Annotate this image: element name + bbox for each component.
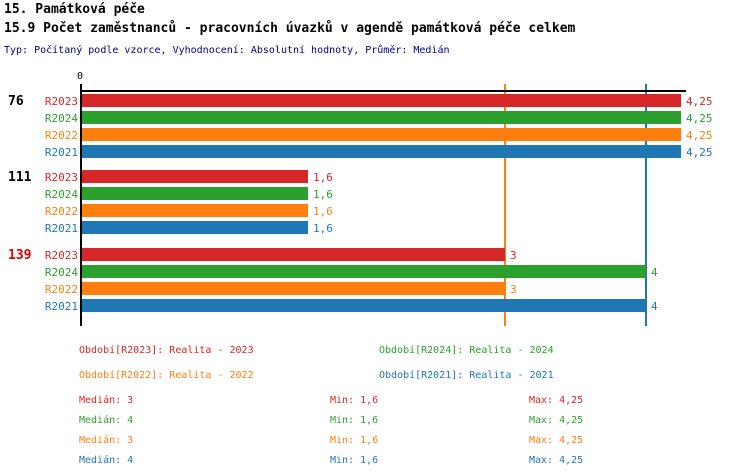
series-row-label: R2023 — [44, 249, 78, 262]
series-row-label: R2023 — [44, 171, 78, 184]
bar-value-label: 1,6 — [313, 171, 333, 184]
page-title: 15. Památková péče — [4, 2, 145, 17]
x-axis-line — [80, 90, 686, 92]
bar — [82, 282, 505, 295]
stat-median: Medián: 3 — [79, 395, 134, 406]
group-label: 111 — [8, 170, 32, 185]
bar-value-label: 4,25 — [686, 112, 713, 125]
stat-median: Medián: 3 — [79, 435, 134, 446]
bar-value-label: 4 — [651, 300, 658, 313]
bar — [82, 299, 646, 312]
bar-chart-plot: 0 76 R2023 4,25 R2024 4,25 R2022 4,25 R2021 4,25 1… — [8, 71, 713, 326]
bar-value-label: 1,6 — [313, 222, 333, 235]
meta-line: Typ: Počítaný podle vzorce, Vyhodnocení:… — [4, 45, 450, 56]
bar-value-label: 4 — [651, 266, 658, 279]
legend-item: Období[R2022]: Realita - 2022 — [79, 370, 254, 381]
bar — [82, 170, 308, 183]
stat-min: Min: 1,6 — [330, 435, 379, 446]
median-line — [504, 84, 506, 326]
bar — [82, 94, 681, 107]
bar — [82, 248, 505, 261]
bar-value-label: 3 — [510, 283, 517, 296]
series-row-label: R2021 — [44, 146, 78, 159]
x-axis-zero-label: 0 — [77, 71, 84, 82]
series-row-label: R2022 — [44, 205, 78, 218]
series-row-label: R2024 — [44, 112, 78, 125]
stat-min: Min: 1,6 — [330, 455, 379, 466]
stat-min: Min: 1,6 — [330, 415, 379, 426]
bar-value-label: 1,6 — [313, 188, 333, 201]
stat-max: Max: 4,25 — [529, 455, 584, 466]
stat-min: Min: 1,6 — [330, 395, 379, 406]
bar — [82, 145, 681, 158]
bar-value-label: 3 — [510, 249, 517, 262]
y-axis-line — [80, 84, 82, 326]
stat-median: Medián: 4 — [79, 415, 134, 426]
bar — [82, 187, 308, 200]
median-line — [645, 84, 647, 326]
bar — [82, 265, 646, 278]
stat-max: Max: 4,25 — [529, 415, 584, 426]
series-row-label: R2024 — [44, 188, 78, 201]
group-label: 76 — [8, 94, 24, 109]
bar-value-label: 4,25 — [686, 146, 713, 159]
bar-value-label: 4,25 — [686, 129, 713, 142]
bar — [82, 111, 681, 124]
stat-median: Medián: 4 — [79, 455, 134, 466]
stat-max: Max: 4,25 — [529, 395, 584, 406]
bar-value-label: 1,6 — [313, 205, 333, 218]
bar — [82, 221, 308, 234]
bar — [82, 128, 681, 141]
series-row-label: R2022 — [44, 129, 78, 142]
series-row-label: R2021 — [44, 222, 78, 235]
series-row-label: R2024 — [44, 266, 78, 279]
series-row-label: R2023 — [44, 95, 78, 108]
bar — [82, 204, 308, 217]
stat-max: Max: 4,25 — [529, 435, 584, 446]
legend-item: Období[R2024]: Realita - 2024 — [379, 345, 554, 356]
page-subtitle: 15.9 Počet zaměstnanců - pracovních úvaz… — [4, 21, 576, 36]
bar-value-label: 4,25 — [686, 95, 713, 108]
group-label: 139 — [8, 248, 32, 263]
legend-item: Období[R2021]: Realita - 2021 — [379, 370, 554, 381]
series-row-label: R2021 — [44, 300, 78, 313]
legend-item: Období[R2023]: Realita - 2023 — [79, 345, 254, 356]
series-row-label: R2022 — [44, 283, 78, 296]
